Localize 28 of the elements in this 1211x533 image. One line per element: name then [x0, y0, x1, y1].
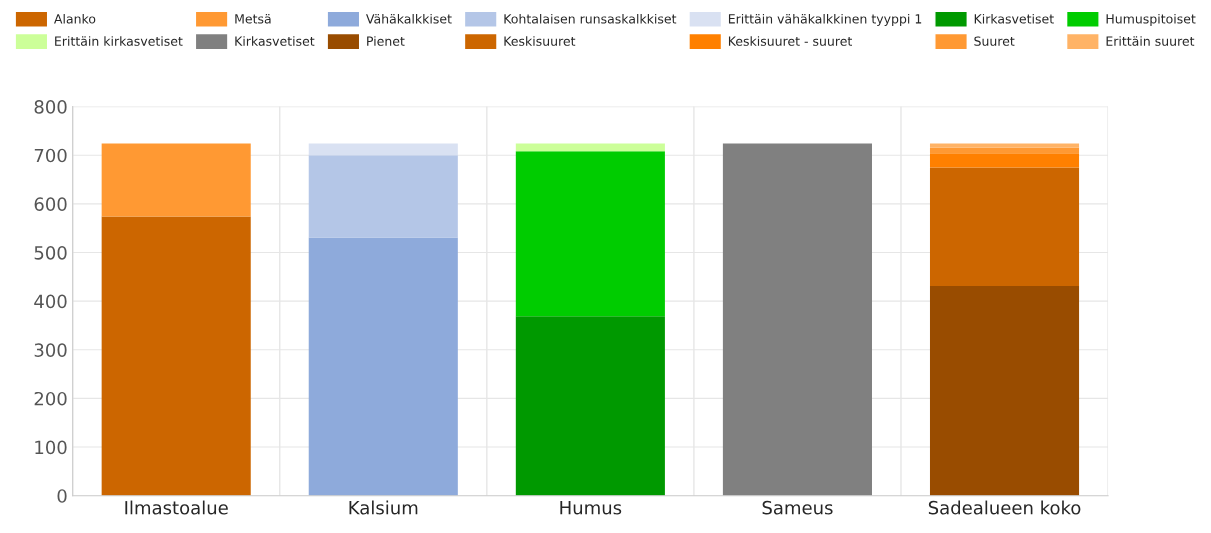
legend-label: Vähäkalkkiset — [366, 13, 452, 24]
legend-label: Humuspitoiset — [1106, 13, 1196, 26]
y-tick-label: 500 — [34, 245, 67, 260]
legend-label: Suuret — [974, 36, 1015, 46]
y-tick-label: 800 — [34, 100, 67, 114]
y-tick-label: 0 — [57, 489, 67, 503]
legend-label: Pienet — [367, 36, 405, 46]
x-tick-label: Sadealueen koko — [928, 500, 1081, 515]
x-tick-label: Humus — [560, 501, 622, 515]
legend-label: Metsä — [235, 13, 271, 24]
legend-label: Erittäin vähäkalkkinen tyyppi 1 — [728, 13, 922, 26]
y-tick-label: 600 — [34, 197, 67, 211]
legend-label: Kirkasvetiset — [235, 36, 315, 46]
legend-label: Erittäin kirkasvetiset — [55, 36, 183, 46]
x-tick-label: Ilmastoalue — [125, 500, 228, 515]
legend-label: Kirkasvetiset — [974, 13, 1054, 24]
x-tick-label: Kalsium — [349, 500, 418, 515]
y-tick-label: 400 — [34, 294, 67, 309]
y-tick-label: 300 — [34, 343, 67, 357]
y-tick-label: 200 — [34, 391, 67, 406]
legend-label: Keskisuuret - suuret — [728, 36, 852, 46]
y-tick-label: 700 — [34, 148, 67, 163]
legend-label: Erittäin suuret — [1106, 36, 1195, 46]
x-tick-label: Sameus — [762, 500, 833, 515]
legend-label: Kohtalaisen runsaskalkkiset — [504, 13, 677, 24]
legend-label: Keskisuuret — [504, 36, 576, 46]
legend-label: Alanko — [54, 13, 96, 24]
y-tick-label: 100 — [35, 440, 67, 455]
